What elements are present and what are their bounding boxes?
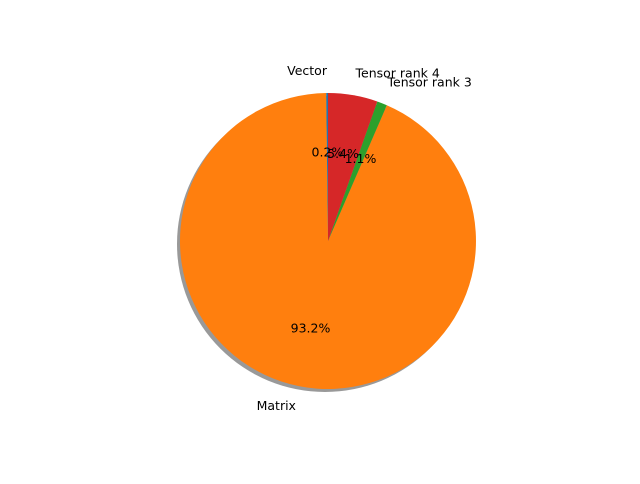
pie-slice-matrix	[179, 93, 476, 389]
slice-label-vector: Vector	[287, 63, 328, 78]
pie-slices	[179, 92, 476, 389]
slice-label-tensor-rank-4: Tensor rank 4	[355, 66, 440, 81]
pct-label-tensor-rank-3: 1.1%	[345, 151, 377, 166]
pie-slice-vector	[326, 92, 328, 242]
slice-label-tensor-rank-3: Tensor rank 3	[387, 74, 472, 89]
pct-label-vector: 0.2%	[312, 145, 344, 160]
pct-label-tensor-rank-4: 5.4%	[327, 146, 359, 161]
pct-labels: 0.2% 93.2% 1.1%5.4%	[291, 145, 377, 336]
pct-label-matrix: 93.2%	[291, 321, 331, 336]
slice-label-matrix: Matrix	[257, 398, 296, 413]
pie-slice-tensor-rank-4	[328, 93, 378, 241]
pie-slice-tensor-rank-3	[328, 101, 387, 241]
